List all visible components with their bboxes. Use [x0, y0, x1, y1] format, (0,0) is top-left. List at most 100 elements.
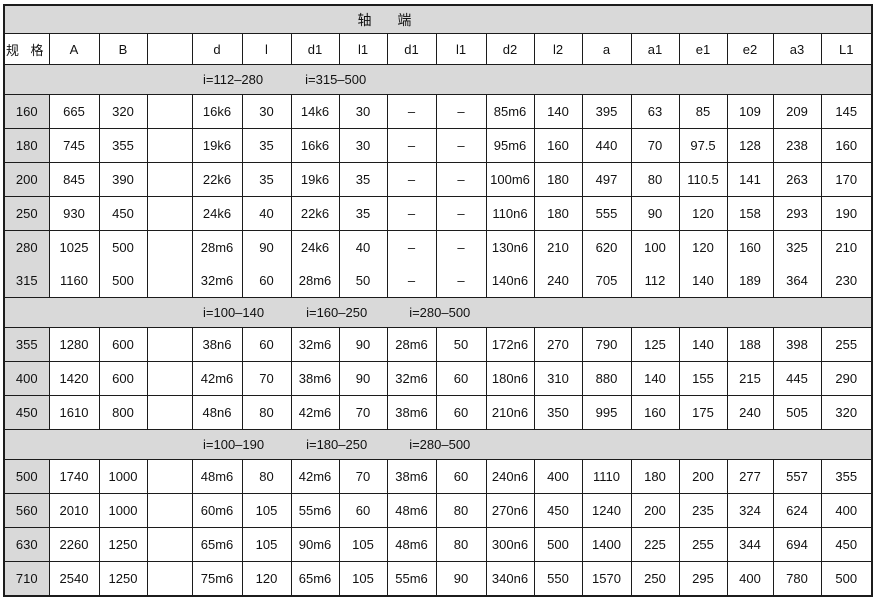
value-cell: 189	[726, 264, 774, 298]
value-cell: 240	[726, 395, 774, 430]
value-cell: 70	[338, 459, 388, 494]
value-cell: 340n6	[485, 561, 535, 597]
value-cell: 42m6	[290, 395, 340, 430]
value-cell: 24k6	[290, 230, 340, 264]
value-cell: –	[386, 162, 437, 197]
column-header-a1: a1	[630, 33, 680, 65]
value-cell: 270n6	[485, 493, 535, 528]
value-cell: 35	[241, 162, 292, 197]
value-cell: 263	[772, 162, 822, 197]
value-cell: 240n6	[485, 459, 535, 494]
value-cell: 19k6	[290, 162, 340, 197]
value-cell: 325	[772, 230, 822, 264]
value-cell: 800	[98, 395, 148, 430]
value-cell: 160	[533, 128, 583, 163]
column-header-l1: l1	[435, 33, 487, 65]
value-cell: 40	[338, 230, 388, 264]
value-cell: 80	[241, 459, 292, 494]
value-cell: 16k6	[290, 128, 340, 163]
blank-cell	[146, 264, 193, 298]
value-cell: 85	[678, 94, 728, 129]
value-cell: 160	[726, 230, 774, 264]
value-cell: –	[386, 128, 437, 163]
value-cell: –	[435, 264, 487, 298]
blank-cell	[146, 327, 193, 362]
value-cell: 42m6	[191, 361, 243, 396]
spec-cell: 355	[3, 327, 50, 362]
value-cell: 90	[338, 361, 388, 396]
value-cell: 1610	[48, 395, 100, 430]
value-cell: 880	[581, 361, 632, 396]
value-cell: 120	[678, 230, 728, 264]
value-cell: 400	[820, 493, 873, 528]
value-cell: 845	[48, 162, 100, 197]
value-cell: 995	[581, 395, 632, 430]
value-cell: 320	[820, 395, 873, 430]
value-cell: 555	[581, 196, 632, 231]
value-cell: 1250	[98, 561, 148, 597]
value-cell: 38m6	[290, 361, 340, 396]
value-cell: 158	[726, 196, 774, 231]
value-cell: 200	[630, 493, 680, 528]
value-cell: 293	[772, 196, 822, 231]
value-cell: 140	[678, 327, 728, 362]
column-header-A: A	[48, 33, 100, 65]
value-cell: 1110	[581, 459, 632, 494]
column-header-d: d	[191, 33, 243, 65]
value-cell: 60m6	[191, 493, 243, 528]
value-cell: 35	[338, 196, 388, 231]
value-cell: 32m6	[386, 361, 437, 396]
value-cell: 65m6	[290, 561, 340, 597]
table-row: 630 2260 1250 65m6 105 90m6 105 48m6 80 300n6 500 1…	[3, 527, 873, 562]
value-cell: 120	[241, 561, 292, 597]
value-cell: 60	[435, 361, 487, 396]
column-header-e2: e2	[726, 33, 774, 65]
value-cell: 1025	[48, 230, 100, 264]
spec-cell: 560	[3, 493, 50, 528]
value-cell: 694	[772, 527, 822, 562]
value-cell: 355	[820, 459, 873, 494]
value-cell: 1570	[581, 561, 632, 597]
value-cell: 63	[630, 94, 680, 129]
value-cell: 22k6	[191, 162, 243, 197]
value-cell: 38m6	[386, 459, 437, 494]
ratio-range-labels: i=100–140 i=160–250 i=280–500	[3, 297, 873, 328]
ratio-range: i=100–190	[203, 437, 265, 452]
value-cell: 110.5	[678, 162, 728, 197]
value-cell: 240	[533, 264, 583, 298]
value-cell: 90	[241, 230, 292, 264]
column-header-B: B	[98, 33, 148, 65]
column-header-l: l	[241, 33, 292, 65]
value-cell: 790	[581, 327, 632, 362]
value-cell: 48n6	[191, 395, 243, 430]
value-cell: 230	[820, 264, 873, 298]
value-cell: 100	[630, 230, 680, 264]
table-row: 400 1420 600 42m6 70 38m6 90 32m6 60 180n6 310 880 1…	[3, 361, 873, 396]
value-cell: 70	[630, 128, 680, 163]
value-cell: 140	[678, 264, 728, 298]
spec-cell: 500	[3, 459, 50, 494]
ratio-range: i=100–140	[203, 305, 265, 320]
value-cell: 105	[241, 493, 292, 528]
value-cell: 48m6	[386, 527, 437, 562]
value-cell: 55m6	[290, 493, 340, 528]
table-row: 280 1025 500 28m6 90 24k6 40– –130n6 210 620 100 12…	[3, 230, 873, 264]
value-cell: 95m6	[485, 128, 535, 163]
value-cell: –	[386, 264, 437, 298]
value-cell: 38m6	[386, 395, 437, 430]
blank-cell	[146, 493, 193, 528]
value-cell: 22k6	[290, 196, 340, 231]
value-cell: 112	[630, 264, 680, 298]
value-cell: 28m6	[290, 264, 340, 298]
value-cell: 295	[678, 561, 728, 597]
table-title: 轴 端	[3, 4, 873, 34]
value-cell: 50	[338, 264, 388, 298]
spec-cell: 280	[3, 230, 50, 264]
value-cell: 140n6	[485, 264, 535, 298]
table-row: 160 665 320 16k6 30 14k6 30– –85m6 140 395 63 85 109…	[3, 94, 873, 129]
value-cell: 350	[533, 395, 583, 430]
value-cell: 70	[338, 395, 388, 430]
value-cell: 255	[678, 527, 728, 562]
value-cell: 97.5	[678, 128, 728, 163]
